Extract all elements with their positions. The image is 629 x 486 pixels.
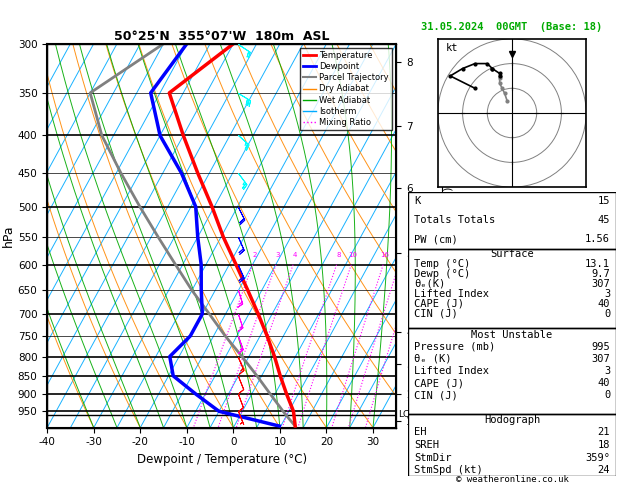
Text: θₑ (K): θₑ (K) <box>414 354 452 364</box>
Text: Totals Totals: Totals Totals <box>414 215 495 226</box>
Text: 40: 40 <box>598 378 610 388</box>
Y-axis label: hPa: hPa <box>2 225 15 247</box>
Y-axis label: km
ASL: km ASL <box>415 225 437 246</box>
Text: 3: 3 <box>604 366 610 376</box>
Text: © weatheronline.co.uk: © weatheronline.co.uk <box>455 474 569 484</box>
Text: Lifted Index: Lifted Index <box>414 366 489 376</box>
Text: K: K <box>414 196 420 207</box>
Text: Lifted Index: Lifted Index <box>414 289 489 298</box>
Text: 24: 24 <box>598 465 610 475</box>
Title: 50°25'N  355°07'W  180m  ASL: 50°25'N 355°07'W 180m ASL <box>114 30 330 43</box>
Text: 0: 0 <box>604 309 610 318</box>
Text: LCL: LCL <box>399 410 415 419</box>
Text: SREH: SREH <box>414 440 439 450</box>
Text: 40: 40 <box>598 298 610 309</box>
Text: 307: 307 <box>591 278 610 289</box>
Text: 31.05.2024  00GMT  (Base: 18): 31.05.2024 00GMT (Base: 18) <box>421 22 603 32</box>
X-axis label: Dewpoint / Temperature (°C): Dewpoint / Temperature (°C) <box>136 453 307 466</box>
Text: 16: 16 <box>381 251 389 258</box>
Text: StmSpd (kt): StmSpd (kt) <box>414 465 482 475</box>
Text: PW (cm): PW (cm) <box>414 234 458 244</box>
Text: 8: 8 <box>336 251 341 258</box>
Text: StmDir: StmDir <box>414 452 452 463</box>
Text: 359°: 359° <box>585 452 610 463</box>
Text: 10: 10 <box>348 251 357 258</box>
Text: 3: 3 <box>276 251 280 258</box>
Text: 2: 2 <box>252 251 257 258</box>
Text: 307: 307 <box>591 354 610 364</box>
Text: 4: 4 <box>292 251 297 258</box>
Text: EH: EH <box>414 428 426 437</box>
Text: Surface: Surface <box>490 249 534 259</box>
Text: 18: 18 <box>598 440 610 450</box>
Text: CAPE (J): CAPE (J) <box>414 378 464 388</box>
Text: Pressure (mb): Pressure (mb) <box>414 342 495 352</box>
Text: 1.56: 1.56 <box>585 234 610 244</box>
Text: 995: 995 <box>591 342 610 352</box>
Legend: Temperature, Dewpoint, Parcel Trajectory, Dry Adiabat, Wet Adiabat, Isotherm, Mi: Temperature, Dewpoint, Parcel Trajectory… <box>300 48 392 130</box>
Text: Hodograph: Hodograph <box>484 415 540 425</box>
Text: CIN (J): CIN (J) <box>414 390 458 400</box>
Text: Dewp (°C): Dewp (°C) <box>414 269 470 278</box>
Bar <box>408 249 616 329</box>
Text: 15: 15 <box>598 196 610 207</box>
Text: 0: 0 <box>604 390 610 400</box>
Text: 45: 45 <box>598 215 610 226</box>
Text: CAPE (J): CAPE (J) <box>414 298 464 309</box>
Bar <box>408 192 616 249</box>
Text: 3: 3 <box>604 289 610 298</box>
Text: kt: kt <box>445 43 458 53</box>
Text: 9.7: 9.7 <box>591 269 610 278</box>
Text: 21: 21 <box>598 428 610 437</box>
Bar <box>408 414 616 476</box>
Text: Temp (°C): Temp (°C) <box>414 259 470 269</box>
Y-axis label: Mixing Ratio (g/kg): Mixing Ratio (g/kg) <box>445 187 454 285</box>
Text: CIN (J): CIN (J) <box>414 309 458 318</box>
Bar <box>408 329 616 414</box>
Text: θₑ(K): θₑ(K) <box>414 278 445 289</box>
Text: Most Unstable: Most Unstable <box>471 330 553 340</box>
Text: 13.1: 13.1 <box>585 259 610 269</box>
